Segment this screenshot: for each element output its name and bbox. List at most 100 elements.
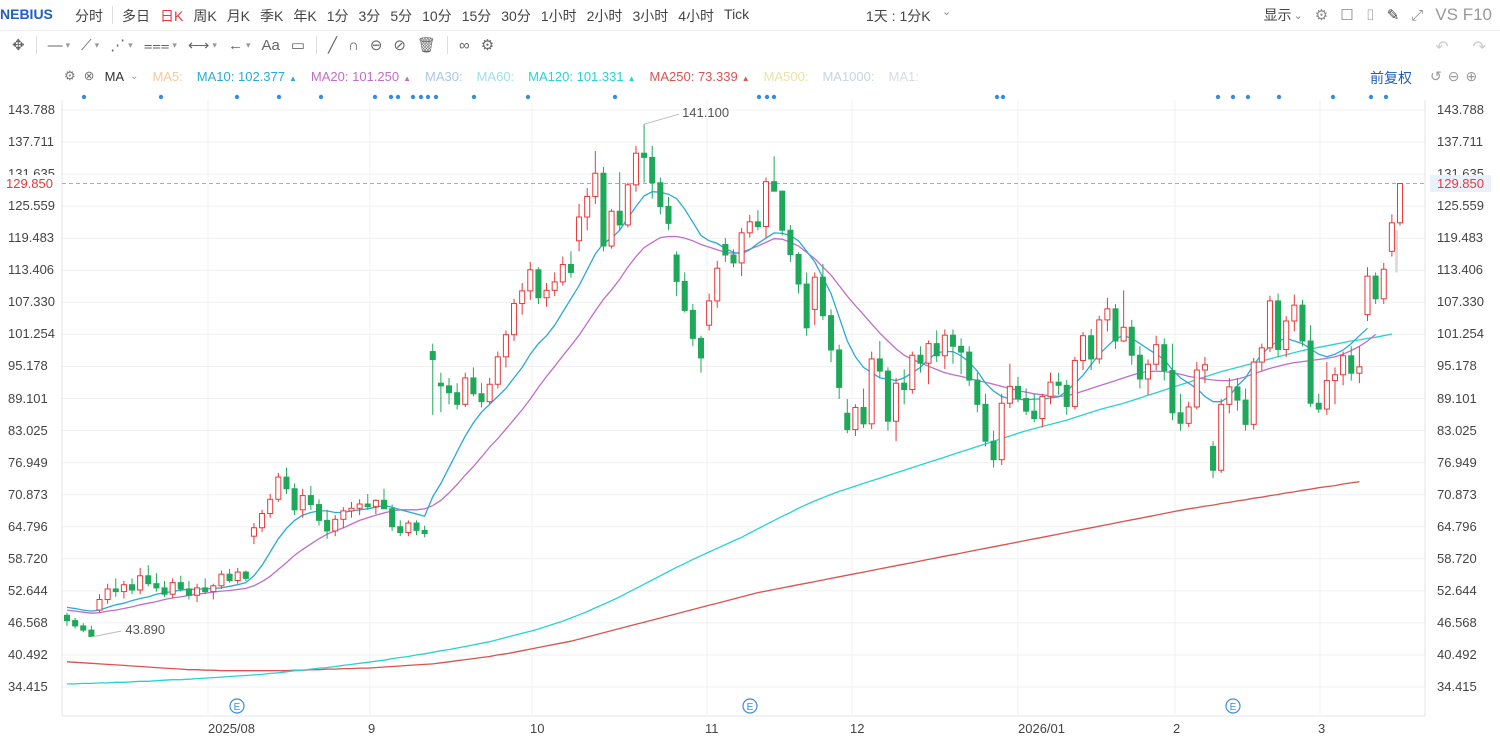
tab-period[interactable]: 多日 bbox=[122, 8, 150, 24]
ma-item[interactable]: MA1000: bbox=[822, 69, 874, 84]
chevron-down-icon[interactable]: ▾ bbox=[128, 39, 133, 50]
crosshair-icon[interactable]: ✥ bbox=[12, 37, 25, 54]
tab-period[interactable]: 分时 bbox=[75, 8, 103, 24]
tab-period[interactable]: 日K bbox=[160, 8, 184, 24]
candle-body bbox=[372, 499, 379, 508]
candle-body bbox=[1356, 366, 1363, 374]
ma-selector[interactable]: MA bbox=[104, 68, 125, 84]
measure-icon[interactable]: ⟷ bbox=[187, 37, 210, 54]
tab-period[interactable]: 4小时 bbox=[678, 8, 715, 24]
tab-period[interactable]: 1分 bbox=[326, 8, 349, 24]
settings-icon[interactable]: ⚙ bbox=[64, 68, 76, 83]
ma-item-label: MA60: bbox=[476, 68, 515, 84]
ma-item[interactable]: MA30: bbox=[425, 69, 463, 84]
fibonacci-icon[interactable]: ⩶ bbox=[143, 36, 170, 54]
pen-icon[interactable]: ✎ bbox=[1386, 7, 1400, 24]
vs-f10-link[interactable]: VS F10 bbox=[1435, 5, 1492, 24]
candle-body bbox=[88, 629, 95, 637]
tab-period[interactable]: 5分 bbox=[390, 8, 413, 24]
ma-item-value: 101.250 bbox=[348, 68, 400, 84]
ma-item[interactable]: MA120: 101.331 ▲ bbox=[528, 69, 635, 84]
tab-period[interactable]: 年K bbox=[293, 8, 317, 24]
candle-body bbox=[730, 254, 737, 264]
chevron-down-icon[interactable]: ▾ bbox=[172, 39, 177, 50]
chevron-down-icon[interactable]: ⌄ bbox=[942, 6, 952, 18]
polyline-icon[interactable]: ⋰ bbox=[110, 37, 126, 54]
undo-icon[interactable]: ↶ bbox=[1435, 39, 1449, 56]
y-tick-label: 83.025 bbox=[8, 422, 48, 438]
chevron-down-icon[interactable]: ▾ bbox=[245, 39, 251, 50]
y-tick-label: 137.711 bbox=[8, 134, 55, 150]
link-icon[interactable]: ∞ bbox=[459, 36, 470, 54]
y-tick-label: 70.873 bbox=[1437, 486, 1477, 502]
arrow-left-icon[interactable]: ← bbox=[227, 36, 243, 54]
candle-body bbox=[210, 585, 217, 593]
adjust-button[interactable]: 前复权 bbox=[1370, 70, 1412, 86]
gear-icon[interactable]: ⚙ bbox=[1314, 7, 1329, 24]
x-tick-label: 9 bbox=[368, 721, 376, 736]
redo-icon[interactable]: ↷ bbox=[1472, 39, 1486, 56]
tab-period[interactable]: 3小时 bbox=[632, 8, 669, 24]
eye-off-icon[interactable]: ⊘ bbox=[393, 37, 406, 54]
settings-icon[interactable]: ⚙ bbox=[480, 37, 495, 54]
candle-body bbox=[852, 406, 859, 431]
square-icon[interactable]: ☐ bbox=[1340, 7, 1354, 24]
candle-body bbox=[860, 406, 867, 425]
ma-item[interactable]: MA10: 102.377 ▲ bbox=[197, 69, 297, 84]
hide-drawings-icon[interactable]: ⊖ bbox=[369, 37, 383, 54]
ma-item[interactable]: MA250: 73.339 ▲ bbox=[650, 69, 750, 84]
chevron-down-icon[interactable]: ▾ bbox=[94, 39, 100, 50]
brush-icon[interactable]: ╱ bbox=[328, 37, 338, 54]
ma-item[interactable]: MA60: bbox=[477, 69, 515, 84]
ma-item-value: 101.331 bbox=[572, 68, 624, 84]
range-select[interactable]: 1天 : 1分K bbox=[866, 8, 931, 24]
magnet-icon[interactable]: ∩ bbox=[348, 36, 359, 54]
line-tool-icon[interactable]: — bbox=[47, 36, 63, 54]
reset-icon[interactable]: ↺ bbox=[1430, 68, 1442, 84]
tab-period[interactable]: 周K bbox=[193, 8, 217, 24]
tab-period[interactable]: Tick bbox=[724, 6, 750, 22]
candle-body bbox=[1120, 326, 1127, 342]
tab-period[interactable]: 2小时 bbox=[586, 8, 623, 24]
y-tick-label: 52.644 bbox=[1437, 582, 1477, 598]
tab-period[interactable]: 月K bbox=[226, 8, 251, 24]
symbol-title[interactable]: NEBIUS bbox=[0, 6, 53, 22]
text-tool-icon[interactable]: Aa bbox=[261, 36, 280, 54]
ma-item[interactable]: MA20: 101.250 ▲ bbox=[311, 69, 411, 84]
candle-body bbox=[259, 513, 266, 529]
candle-body bbox=[356, 503, 363, 509]
tab-period[interactable]: 3分 bbox=[358, 8, 381, 24]
candle-body bbox=[153, 583, 160, 589]
minimize-icon[interactable]: ⊖ bbox=[1447, 68, 1460, 84]
ma-item-label: MA1000: bbox=[822, 68, 875, 84]
close-icon[interactable]: ⊗ bbox=[83, 68, 95, 83]
ma-item[interactable]: MA500: bbox=[764, 69, 809, 84]
event-marker bbox=[1000, 94, 1006, 100]
trend-line-icon[interactable]: ⟋ bbox=[81, 36, 92, 54]
chevron-down-icon[interactable]: ▾ bbox=[65, 39, 71, 50]
ma-item[interactable]: MA1: bbox=[888, 69, 918, 84]
tab-period[interactable]: 1小时 bbox=[540, 8, 577, 24]
display-menu[interactable]: 显示 bbox=[1263, 7, 1292, 23]
candle-body bbox=[893, 382, 900, 422]
ma-item[interactable]: MA5: bbox=[152, 69, 182, 84]
tab-period[interactable]: 15分 bbox=[461, 8, 492, 24]
trash-icon[interactable]: 🗑 bbox=[417, 37, 437, 54]
candle-body bbox=[283, 476, 290, 490]
tab-period[interactable]: 季K bbox=[260, 8, 284, 24]
divider bbox=[35, 36, 37, 54]
candle-body bbox=[1323, 380, 1330, 410]
camera-icon[interactable]: ⌷ bbox=[1365, 6, 1375, 24]
add-icon[interactable]: ⊕ bbox=[1465, 68, 1478, 84]
chevron-down-icon[interactable]: ⌄ bbox=[1293, 9, 1303, 22]
tab-period[interactable]: 30分 bbox=[501, 8, 531, 24]
tab-period[interactable]: 10分 bbox=[422, 8, 452, 24]
ma-item-label: MA250: bbox=[649, 68, 695, 84]
chevron-down-icon[interactable]: ▾ bbox=[212, 39, 217, 50]
event-marker bbox=[234, 94, 240, 100]
comment-icon[interactable]: ▭ bbox=[290, 37, 306, 54]
chevron-down-icon[interactable]: ⌄ bbox=[130, 70, 139, 82]
expand-icon[interactable]: ⤢ bbox=[1411, 6, 1424, 24]
y-tick-label: 113.406 bbox=[8, 262, 55, 278]
